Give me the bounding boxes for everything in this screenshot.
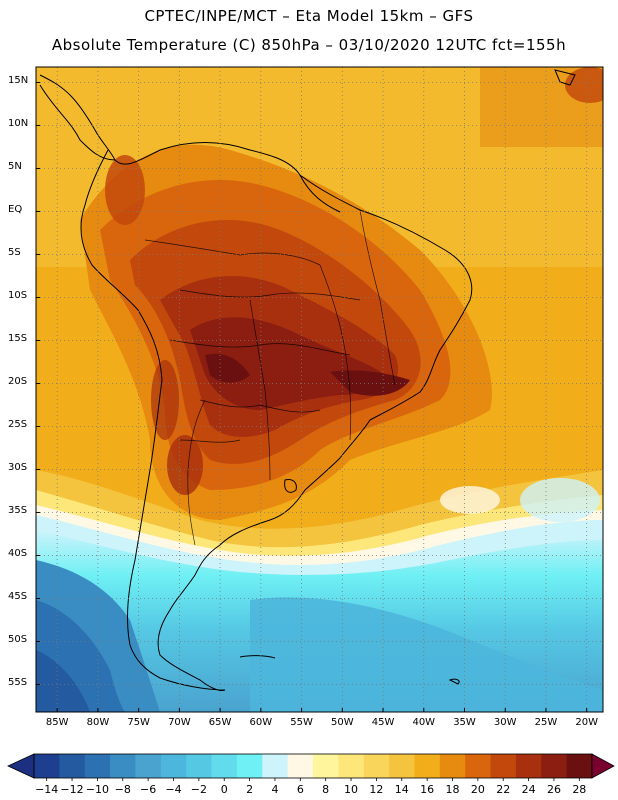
lon-label: 70W — [168, 717, 191, 728]
colorbar-swatch — [287, 754, 314, 778]
colorbar — [7, 753, 615, 781]
colorbar-label: 4 — [271, 783, 279, 796]
colorbar-label: 12 — [369, 783, 384, 796]
lat-label: EQ — [8, 204, 23, 216]
lon-label: 30W — [493, 717, 517, 728]
colorbar-label: −2 — [190, 783, 207, 796]
colorbar-swatch — [135, 754, 162, 778]
colorbar-over-arrow — [592, 754, 614, 778]
colorbar-label: 16 — [420, 783, 435, 796]
colorbar-label: 26 — [546, 783, 561, 796]
graticule — [36, 67, 603, 712]
colorbar-swatch — [34, 754, 60, 778]
temperature-field — [36, 67, 603, 712]
colorbar-swatch — [490, 754, 517, 778]
lat-label: 55S — [8, 677, 28, 689]
country-borders — [144, 209, 396, 546]
colorbar-label: −4 — [165, 783, 182, 796]
lon-label: 45W — [371, 717, 395, 728]
colorbar-label: −6 — [140, 783, 157, 796]
lat-label: 35S — [8, 505, 28, 517]
lon-label: 50W — [330, 717, 354, 728]
colorbar-swatch — [465, 754, 492, 778]
lat-label: 5S — [8, 247, 21, 259]
colorbar-swatch — [186, 754, 213, 778]
colorbar-label: 8 — [322, 783, 330, 796]
colorbar-swatch — [110, 754, 136, 778]
lat-label: 40S — [8, 548, 28, 560]
lat-label: 25S — [8, 419, 28, 431]
colorbar-label: 24 — [521, 783, 536, 796]
colorbar-swatch — [262, 754, 289, 778]
colorbar-swatch — [515, 754, 542, 778]
colorbar-swatch — [59, 754, 86, 778]
lon-label: 65W — [208, 717, 232, 728]
colorbar-label: 18 — [445, 783, 460, 796]
colorbar-label: 6 — [296, 783, 304, 796]
lon-label: 60W — [249, 717, 273, 728]
map-title: CPTEC/INPE/MCT – Eta Model 15km – GFS — [144, 7, 474, 25]
axis-ticks — [36, 81, 588, 712]
colorbar-swatch — [389, 754, 415, 778]
colorbar-swatch — [363, 754, 390, 778]
lat-label: 15S — [8, 333, 28, 345]
colorbar-label: 20 — [470, 783, 485, 796]
colorbar-swatch — [338, 754, 365, 778]
lon-label: 20W — [575, 717, 599, 728]
colorbar-label: 10 — [344, 783, 359, 796]
colorbar-swatch — [414, 754, 441, 778]
map-subtitle: Absolute Temperature (C) 850hPa – 03/10/… — [51, 36, 567, 54]
lat-label: 10S — [8, 290, 28, 302]
colorbar-swatch — [566, 754, 593, 778]
colorbar-swatch — [313, 754, 339, 778]
colorbar-label: 14 — [394, 783, 409, 796]
lon-label: 25W — [534, 717, 558, 728]
lon-label: 85W — [45, 717, 69, 728]
lat-label: 10N — [8, 118, 29, 130]
colorbar-label: −14 — [35, 783, 59, 796]
lon-label: 75W — [127, 717, 150, 728]
lon-label: 80W — [86, 717, 110, 728]
colorbar-label: 28 — [572, 783, 587, 796]
colorbar-under-arrow — [8, 754, 34, 778]
lat-label: 5N — [8, 161, 22, 173]
colorbar-swatch — [160, 754, 187, 778]
lat-label: 15N — [8, 75, 29, 87]
lat-label: 50S — [8, 634, 28, 646]
map-frame — [35, 66, 604, 713]
colorbar-label: 2 — [246, 783, 254, 796]
colorbar-label: −10 — [85, 783, 110, 796]
colorbar-label: −12 — [60, 783, 84, 796]
lon-label: 35W — [453, 717, 476, 728]
colorbar-swatch — [84, 754, 111, 778]
lon-label: 40W — [412, 717, 436, 728]
colorbar-label: 0 — [220, 783, 228, 796]
lon-label: 55W — [290, 717, 313, 728]
lat-label: 45S — [8, 591, 28, 603]
colorbar-swatch — [541, 754, 568, 778]
coastline — [39, 69, 576, 691]
colorbar-swatch — [211, 754, 238, 778]
colorbar-swatch — [236, 754, 263, 778]
colorbar-label: −8 — [114, 783, 131, 796]
lat-label: 30S — [8, 462, 28, 474]
lat-label: 20S — [8, 376, 28, 388]
colorbar-label: 22 — [496, 783, 511, 796]
colorbar-swatch — [439, 754, 466, 778]
